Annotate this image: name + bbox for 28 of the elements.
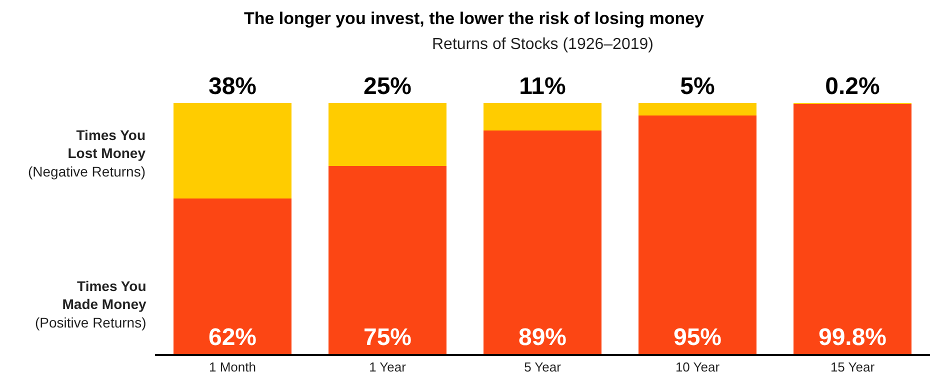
data-label: 25%: [363, 73, 412, 100]
bar: [328, 166, 446, 354]
data-label: 62%: [208, 324, 257, 351]
bar: [794, 104, 912, 354]
series-label: Times You Made Money (Positive Returns): [35, 278, 146, 330]
data-label: 95%: [673, 324, 722, 351]
bar: [638, 103, 756, 116]
bar: [174, 198, 292, 354]
data-label: 75%: [363, 324, 412, 351]
chart-title: The longer you invest, the lower the risk of losing money: [244, 8, 705, 28]
data-label: 5%: [680, 73, 715, 100]
text: Times You Lost Money (Negative Returns): [28, 127, 146, 180]
data-label: 11%: [519, 73, 566, 100]
data-label: 89%: [518, 324, 567, 351]
chart-subtitle: Returns of Stocks (1926–2019): [432, 36, 654, 53]
bar: [174, 103, 292, 198]
x-tick-label: 5 Year: [524, 359, 562, 374]
data-label: 0.2%: [825, 73, 880, 100]
x-tick-label: 15 Year: [830, 359, 876, 374]
bar: [328, 103, 446, 166]
bar: [638, 116, 756, 354]
bar: [484, 130, 602, 354]
x-tick-label: 10 Year: [675, 359, 720, 374]
x-tick-label: 1 Month: [209, 359, 256, 374]
bar: [484, 103, 602, 131]
data-label: 38%: [208, 73, 257, 100]
x-tick-label: 1 Year: [369, 359, 407, 374]
data-label: 99.8%: [818, 324, 887, 351]
